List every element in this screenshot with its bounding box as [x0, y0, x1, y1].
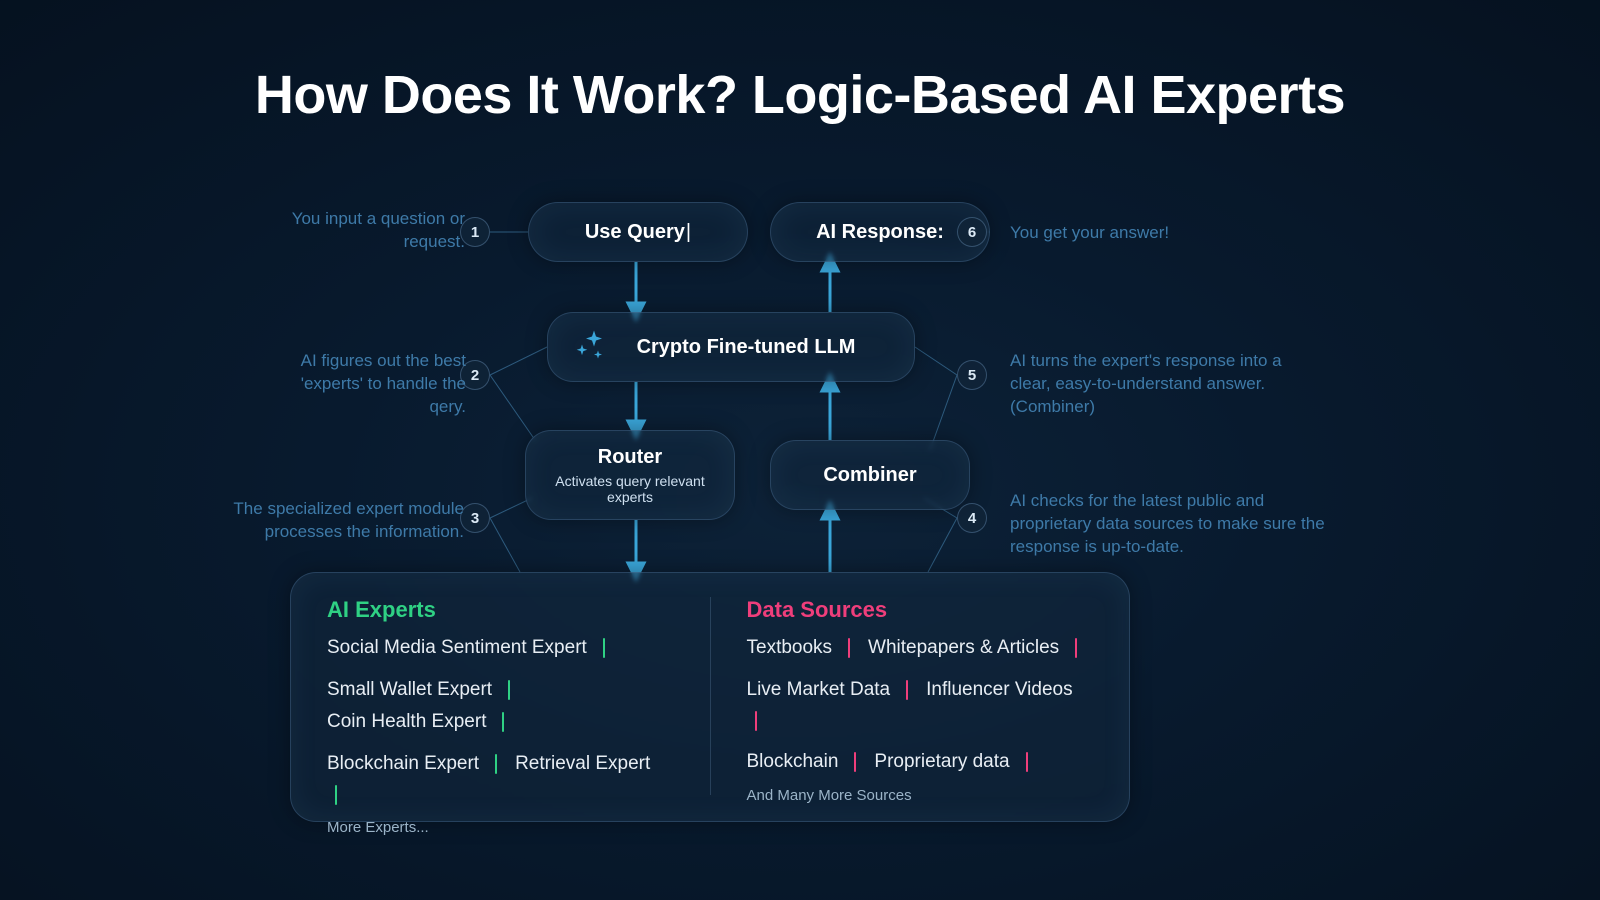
- step-caption-5: AI turns the expert's response into a cl…: [1010, 350, 1310, 419]
- chip-separator: [508, 680, 510, 700]
- node-use-query: Use Query: [528, 202, 748, 262]
- node-llm-label: Crypto Fine-tuned LLM: [637, 336, 856, 359]
- chip-item: Blockchain Expert: [327, 753, 479, 775]
- chip-item: Proprietary data: [874, 751, 1009, 773]
- chip-item: Whitepapers & Articles: [868, 637, 1059, 659]
- data-sources-more: And Many More Sources: [747, 787, 1094, 804]
- chip-separator: [603, 638, 605, 658]
- step-badge-6: 6: [957, 217, 987, 247]
- chip-separator: [1026, 752, 1028, 772]
- chip-separator: [854, 752, 856, 772]
- node-router-label: Router: [598, 446, 662, 469]
- node-combiner: Combiner: [770, 440, 970, 510]
- chip-separator: [906, 680, 908, 700]
- chip-item: Small Wallet Expert: [327, 679, 492, 701]
- step-caption-3: The specialized expert module processes …: [172, 498, 464, 544]
- ai-experts-column: AI Experts Social Media Sentiment Expert…: [291, 597, 710, 795]
- step-caption-2: AI figures out the best 'experts' to han…: [296, 350, 466, 419]
- chip-item: Textbooks: [747, 637, 833, 659]
- chip-separator: [502, 712, 504, 732]
- node-router-sub: Activates query relevant experts: [544, 473, 716, 505]
- sparkles-icon: [572, 327, 608, 368]
- step-caption-4: AI checks for the latest public and prop…: [1010, 490, 1330, 559]
- chip-separator: [495, 754, 497, 774]
- chip-item: Live Market Data: [747, 679, 891, 701]
- data-sources-list: Textbooks Whitepapers & Articles Live Mark…: [747, 637, 1094, 773]
- chip-item: Influencer Videos: [926, 679, 1072, 701]
- bottom-panel: AI Experts Social Media Sentiment Expert…: [290, 572, 1130, 822]
- ai-experts-list: Social Media Sentiment Expert Small Walle…: [327, 637, 674, 805]
- chip-separator: [848, 638, 850, 658]
- step-badge-4: 4: [957, 503, 987, 533]
- chip-separator: [335, 785, 337, 805]
- step-badge-5: 5: [957, 360, 987, 390]
- page-title: How Does It Work? Logic-Based AI Experts: [0, 64, 1600, 126]
- chip-item: Social Media Sentiment Expert: [327, 637, 587, 659]
- node-ai-response-label: AI Response:: [816, 221, 944, 244]
- chip-item: Blockchain: [747, 751, 839, 773]
- chip-separator: [755, 711, 757, 731]
- data-sources-title: Data Sources: [747, 597, 1094, 623]
- step-badge-3: 3: [460, 503, 490, 533]
- step-caption-6: You get your answer!: [1010, 222, 1270, 245]
- ai-experts-more: More Experts...: [327, 819, 674, 836]
- chip-item: Retrieval Expert: [515, 753, 650, 775]
- chip-separator: [1075, 638, 1077, 658]
- node-combiner-label: Combiner: [823, 464, 916, 487]
- ai-experts-title: AI Experts: [327, 597, 674, 623]
- step-caption-1: You input a question or request.: [270, 208, 465, 254]
- node-use-query-label: Use Query: [585, 221, 691, 244]
- chip-item: Coin Health Expert: [327, 711, 486, 733]
- data-sources-column: Data Sources Textbooks Whitepapers & Arti…: [710, 597, 1130, 795]
- node-router: Router Activates query relevant experts: [525, 430, 735, 520]
- node-llm: Crypto Fine-tuned LLM: [547, 312, 915, 382]
